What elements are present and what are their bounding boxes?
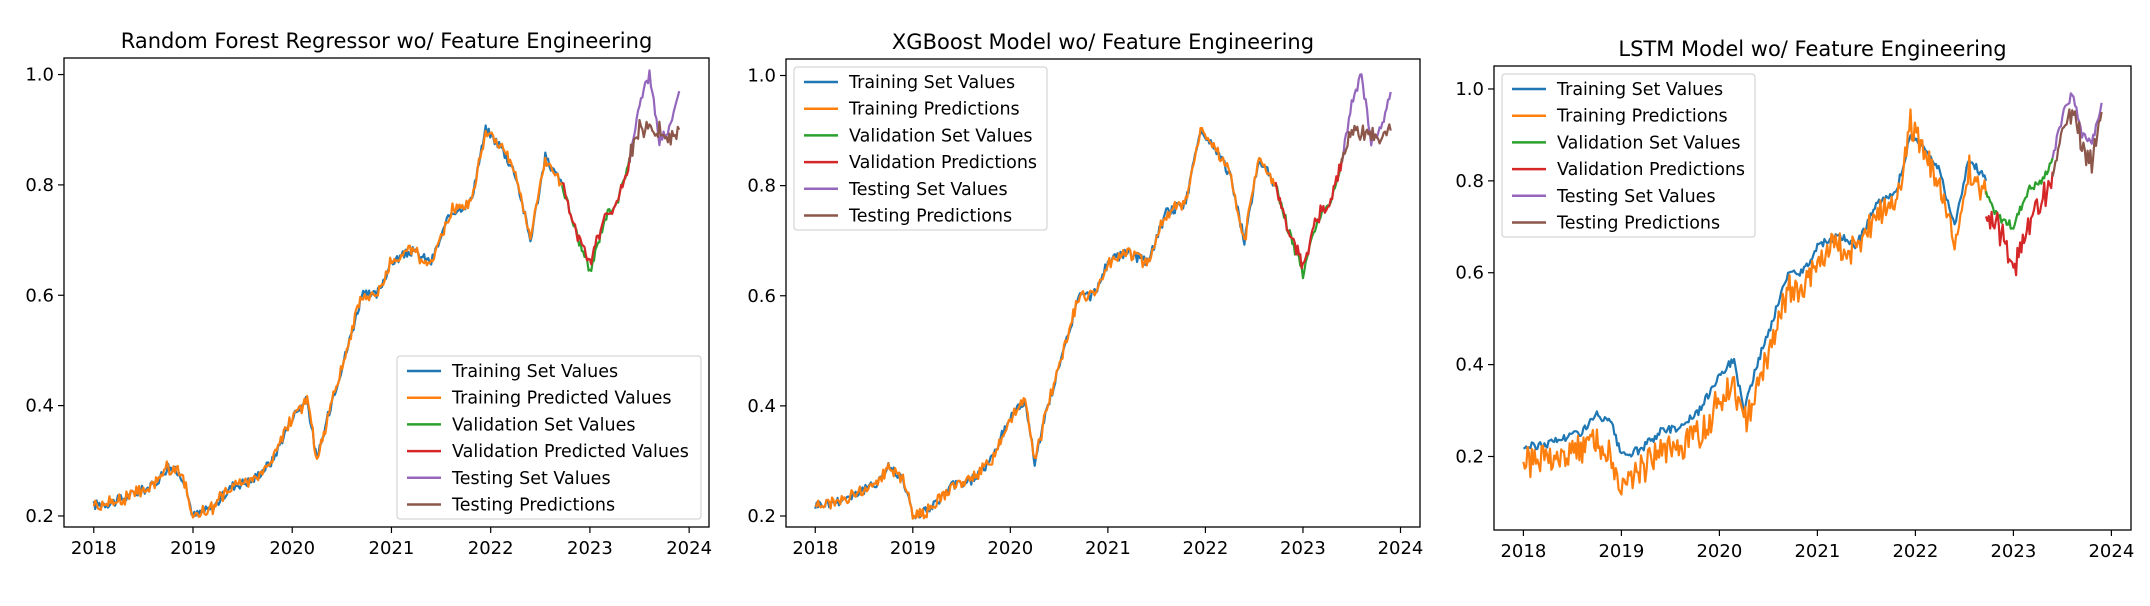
x-tick-label: 2022	[1183, 538, 1229, 559]
series-line	[628, 69, 681, 163]
y-tick-label: 1.0	[747, 66, 776, 87]
x-tick-label: 2018	[792, 538, 838, 559]
x-tick-label: 2022	[1892, 541, 1938, 562]
plot-area	[814, 73, 1392, 520]
x-tick-label: 2020	[987, 538, 1033, 559]
y-tick-label: 0.6	[1455, 263, 1484, 284]
y-tick-label: 1.0	[1455, 79, 1484, 100]
legend-label: Testing Predictions	[848, 207, 1012, 227]
x-tick-label: 2019	[1598, 541, 1644, 562]
x-tick-label: 2021	[1085, 538, 1131, 559]
legend-label: Training Predictions	[848, 100, 1020, 120]
chart-3: LSTM Model wo/ Feature Engineering 2018 20…	[1455, 37, 2134, 562]
legend-label: Testing Predictions	[451, 496, 615, 516]
x-tick-label: 2023	[1990, 541, 2036, 562]
series-line	[1274, 157, 1344, 270]
legend: Training Set Values Training Predictions V…	[793, 66, 1048, 231]
x-tick-label: 2020	[1696, 541, 1742, 562]
legend-label: Testing Predictions	[1556, 214, 1720, 234]
series-line	[561, 157, 631, 266]
x-tick-label: 2023	[1280, 538, 1326, 559]
legend-label: Training Set Values	[1556, 80, 1723, 100]
legend: Training Set Values Training Predicted Va…	[396, 355, 702, 520]
y-tick-label: 0.4	[25, 396, 54, 417]
y-tick-label: 0.4	[747, 396, 776, 417]
y-tick-label: 0.4	[1455, 355, 1484, 376]
x-tick-label: 2024	[666, 538, 712, 559]
legend-label: Testing Set Values	[451, 469, 611, 489]
legend-label: Training Set Values	[451, 362, 618, 382]
series-line	[1523, 133, 1988, 458]
series-line	[1340, 123, 1392, 163]
series-line	[628, 118, 681, 164]
legend-label: Testing Set Values	[1556, 187, 1716, 207]
y-tick-label: 0.8	[1455, 171, 1484, 192]
x-tick-label: 2018	[71, 538, 117, 559]
y-tick-label: 0.8	[747, 176, 776, 197]
legend-label: Testing Set Values	[848, 180, 1008, 200]
y-tick-label: 0.2	[747, 506, 776, 527]
axes-frame	[785, 58, 1421, 528]
chart-title: XGBoost Model wo/ Feature Engineering	[892, 30, 1314, 54]
chart-title: Random Forest Regressor wo/ Feature Engi…	[121, 29, 653, 53]
x-tick-label: 2020	[269, 538, 315, 559]
legend-label: Training Set Values	[848, 73, 1015, 93]
x-tick-label: 2021	[1794, 541, 1840, 562]
plot-area	[92, 69, 681, 519]
series-line	[1340, 73, 1392, 161]
x-tick-label: 2019	[170, 538, 216, 559]
y-tick-label: 0.6	[747, 286, 776, 307]
legend-box	[793, 66, 1048, 231]
x-tick-label: 2023	[567, 538, 613, 559]
legend-label: Training Predictions	[1556, 107, 1728, 127]
y-tick-label: 0.8	[25, 175, 54, 196]
legend-label: Validation Set Values	[1557, 133, 1740, 153]
x-tick-label: 2022	[468, 538, 514, 559]
axes-frame	[1493, 65, 2132, 531]
legend: Training Set Values Training Predictions V…	[1501, 73, 1756, 238]
chart-2: XGBoost Model wo/ Feature Engineering 201…	[747, 30, 1423, 559]
chart-1: Random Forest Regressor wo/ Feature Engi…	[25, 29, 712, 559]
legend-label: Validation Set Values	[849, 126, 1032, 146]
y-tick-label: 0.6	[25, 285, 54, 306]
chart-title: LSTM Model wo/ Feature Engineering	[1618, 37, 2006, 61]
y-tick-label: 1.0	[25, 65, 54, 86]
x-tick-label: 2021	[369, 538, 415, 559]
axes-frame	[63, 57, 710, 528]
x-tick-label: 2024	[1378, 538, 1424, 559]
series-line	[92, 129, 563, 519]
series-line	[2051, 92, 2103, 159]
y-tick-label: 0.2	[25, 506, 54, 527]
legend-label: Validation Predictions	[1557, 160, 1745, 180]
x-tick-label: 2019	[890, 538, 936, 559]
series-line	[1984, 171, 2054, 277]
legend-label: Training Predicted Values	[451, 389, 672, 409]
legend-box	[1501, 73, 1756, 238]
legend-label: Validation Set Values	[452, 415, 635, 435]
series-line	[814, 126, 1276, 520]
legend-box	[396, 355, 702, 520]
x-tick-label: 2024	[2088, 541, 2134, 562]
legend-label: Validation Predictions	[849, 153, 1037, 173]
x-tick-label: 2018	[1500, 541, 1546, 562]
series-line	[561, 157, 631, 272]
series-line	[1522, 108, 1988, 496]
y-tick-label: 0.2	[1455, 446, 1484, 467]
series-line	[2051, 108, 2103, 177]
legend-label: Validation Predicted Values	[452, 442, 689, 462]
plot-area	[1522, 92, 2103, 496]
